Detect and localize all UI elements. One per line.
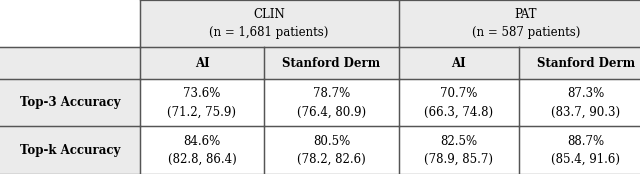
Text: Stanford Derm: Stanford Derm xyxy=(282,57,381,70)
Bar xyxy=(399,126,519,174)
Text: CLIN
(n = 1,681 patients): CLIN (n = 1,681 patients) xyxy=(209,8,329,39)
Bar xyxy=(0,79,140,126)
Bar xyxy=(140,126,264,174)
Text: Top-k Accuracy: Top-k Accuracy xyxy=(20,144,120,157)
Text: AI: AI xyxy=(452,57,466,70)
Bar xyxy=(264,126,399,174)
Text: AI: AI xyxy=(195,57,209,70)
Bar xyxy=(264,79,399,126)
Bar xyxy=(0,0,140,47)
Text: 82.5%
(78.9, 85.7): 82.5% (78.9, 85.7) xyxy=(424,135,493,166)
Text: 80.5%
(78.2, 82.6): 80.5% (78.2, 82.6) xyxy=(297,135,366,166)
Bar xyxy=(399,47,519,79)
Text: 70.7%
(66.3, 74.8): 70.7% (66.3, 74.8) xyxy=(424,87,493,118)
Text: PAT
(n = 587 patients): PAT (n = 587 patients) xyxy=(472,8,580,39)
Bar xyxy=(140,79,264,126)
Bar xyxy=(0,47,140,79)
Bar xyxy=(140,47,264,79)
Bar xyxy=(519,79,640,126)
Bar xyxy=(519,126,640,174)
Bar xyxy=(399,79,519,126)
Text: 87.3%
(83.7, 90.3): 87.3% (83.7, 90.3) xyxy=(551,87,621,118)
Bar xyxy=(519,47,640,79)
Bar xyxy=(140,0,399,47)
Bar xyxy=(0,126,140,174)
Text: Top-3 Accuracy: Top-3 Accuracy xyxy=(19,96,120,109)
Text: 78.7%
(76.4, 80.9): 78.7% (76.4, 80.9) xyxy=(297,87,366,118)
Text: 73.6%
(71.2, 75.9): 73.6% (71.2, 75.9) xyxy=(168,87,236,118)
Text: Stanford Derm: Stanford Derm xyxy=(537,57,635,70)
Text: 84.6%
(82.8, 86.4): 84.6% (82.8, 86.4) xyxy=(168,135,236,166)
Text: 88.7%
(85.4, 91.6): 88.7% (85.4, 91.6) xyxy=(552,135,620,166)
Bar xyxy=(399,0,640,47)
Bar xyxy=(264,47,399,79)
